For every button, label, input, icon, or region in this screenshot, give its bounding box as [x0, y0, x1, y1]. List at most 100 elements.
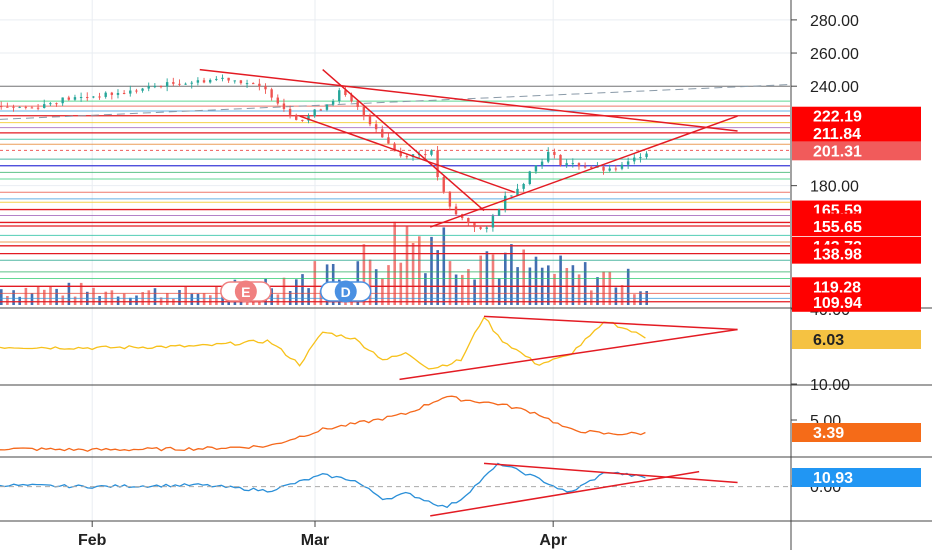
- candle: [295, 113, 298, 121]
- trendline[interactable]: [299, 115, 516, 193]
- candle-body: [504, 195, 507, 210]
- event-marker-e[interactable]: E: [220, 280, 272, 303]
- candle: [55, 102, 58, 107]
- price-panel[interactable]: [0, 74, 648, 233]
- candle: [608, 164, 611, 172]
- volume-bar: [633, 294, 636, 305]
- badge-bg: [792, 106, 921, 126]
- dashed-trend-line: [0, 84, 791, 120]
- badge-label: 3.39: [813, 425, 844, 442]
- candle-body: [116, 92, 120, 95]
- candle: [36, 104, 40, 111]
- volume-bar: [36, 286, 40, 305]
- volume-bar: [73, 296, 77, 305]
- time-axis[interactable]: Feb Mar Apr: [78, 521, 567, 549]
- trendline[interactable]: [429, 115, 738, 228]
- candle-body: [528, 171, 531, 185]
- candle-body: [129, 90, 132, 94]
- volume-bar: [49, 286, 52, 305]
- last-price-badge: 201.31: [792, 141, 921, 161]
- badge-label: 6.03: [813, 332, 844, 349]
- candle-body: [547, 151, 550, 162]
- volume-bar: [215, 286, 218, 305]
- candle: [288, 105, 292, 119]
- indicator2-line[interactable]: [0, 395, 646, 452]
- candle-body: [184, 83, 187, 85]
- candle-body: [233, 80, 236, 82]
- candle: [276, 94, 279, 106]
- volume-bar: [547, 265, 550, 305]
- level-badge: 222.19: [792, 106, 921, 126]
- indicator3-panel[interactable]: [0, 462, 790, 509]
- indicator3-line[interactable]: [0, 462, 646, 509]
- volume-bar: [374, 269, 378, 305]
- trendline[interactable]: [483, 315, 738, 331]
- candle: [245, 79, 249, 88]
- event-marker-d[interactable]: D: [319, 280, 372, 303]
- candle-body: [0, 106, 3, 108]
- candle-body: [442, 177, 445, 192]
- candle: [565, 159, 568, 168]
- candle-body: [633, 157, 636, 162]
- candle-body: [454, 206, 458, 215]
- horizontal-levels: [0, 84, 791, 303]
- candle-body: [104, 92, 107, 97]
- candle-body: [67, 97, 71, 100]
- candle: [221, 74, 224, 82]
- candle-body: [577, 163, 581, 167]
- candle: [282, 98, 286, 112]
- candle: [454, 203, 458, 216]
- candle: [239, 79, 243, 85]
- candle: [116, 89, 120, 99]
- trendline[interactable]: [430, 470, 700, 517]
- candle: [141, 87, 144, 93]
- trendlines[interactable]: [199, 68, 738, 517]
- indicator1-panel[interactable]: [0, 316, 646, 370]
- volume-bar: [497, 278, 501, 305]
- candle: [497, 208, 501, 216]
- candle: [215, 76, 218, 82]
- trendline[interactable]: [199, 68, 738, 132]
- indicator2-tick-label: 10.00: [810, 377, 850, 394]
- candle: [559, 154, 562, 167]
- candle-body: [252, 83, 255, 85]
- candle-body: [43, 104, 46, 108]
- candle-body: [18, 106, 21, 108]
- candle: [571, 158, 575, 168]
- volume-bar: [24, 287, 28, 305]
- candle-body: [61, 97, 64, 104]
- trendline[interactable]: [483, 462, 738, 484]
- volume-bar: [301, 274, 304, 305]
- candle-body: [258, 83, 261, 87]
- candle-body: [608, 168, 611, 171]
- indicator2-panel[interactable]: [0, 395, 646, 452]
- candle-body: [221, 77, 224, 79]
- volume-bar: [6, 296, 9, 305]
- indicator3-value-badge: 10.93: [792, 468, 921, 487]
- candle-body: [245, 83, 249, 85]
- time-label-apr: Apr: [539, 532, 567, 549]
- candle-body: [79, 97, 83, 99]
- candle-body: [159, 86, 163, 88]
- candle: [362, 104, 366, 121]
- candle-body: [165, 82, 169, 87]
- candle: [79, 92, 83, 102]
- volume-bar: [30, 293, 34, 305]
- candle: [602, 165, 605, 175]
- candle-body: [448, 191, 452, 207]
- volume-bar: [202, 293, 206, 305]
- volume-bar: [620, 285, 624, 305]
- candle-body: [436, 150, 439, 178]
- volume-bar: [147, 290, 151, 305]
- indicator1-line[interactable]: [0, 316, 646, 370]
- trendline[interactable]: [322, 69, 485, 212]
- volume-bar: [571, 265, 575, 305]
- candle-body: [356, 101, 359, 107]
- trendline[interactable]: [399, 328, 738, 381]
- candle: [49, 102, 52, 107]
- candle: [338, 87, 341, 104]
- volume-bar: [436, 250, 439, 305]
- candle-body: [36, 107, 40, 109]
